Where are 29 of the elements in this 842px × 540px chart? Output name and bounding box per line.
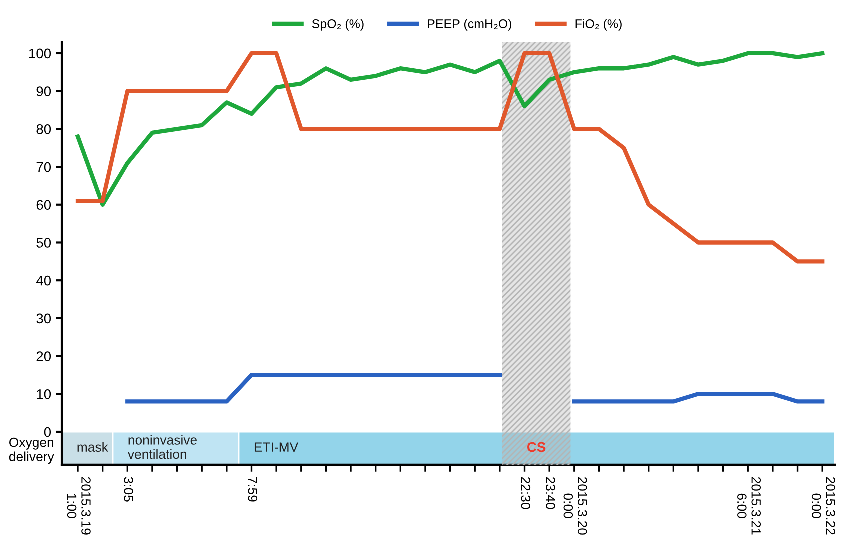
y-tick-label: 0 — [44, 427, 52, 438]
x-tick-label: 22:30 — [521, 477, 531, 510]
series-label: mask — [78, 442, 108, 452]
x-tick-label: 2015.3.19 1:00 — [67, 477, 91, 535]
y-tick-label: 40 — [36, 276, 52, 286]
series-label: ETI-MV — [254, 442, 299, 452]
x-tick-label: 23:40 — [546, 477, 556, 510]
x-tick-label: 2015.3.21 6:00 — [737, 477, 762, 535]
y-tick-label: 90 — [36, 86, 52, 96]
series-label: noninvasive ventilation — [128, 435, 198, 460]
y-tick-label: 80 — [36, 124, 52, 134]
y-tick-label: 50 — [36, 238, 52, 248]
y-tick-label: 30 — [36, 314, 52, 324]
y-tick-label: 10 — [37, 389, 52, 400]
line-series — [76, 51, 825, 207]
x-tick-label: 2015.3.20 0:00 — [564, 477, 588, 535]
x-tick-label: 3:05 — [124, 477, 134, 502]
y-tick-label: 100 — [29, 48, 52, 59]
y-tick-label: 60 — [36, 200, 52, 210]
y-tick-label: 70 — [36, 162, 52, 172]
x-tick-label: 7:59 — [248, 477, 258, 502]
legend-label: PEEP (cmH₂O) — [428, 19, 512, 31]
annotation: CS — [527, 442, 546, 452]
legend-label: SpO₂ (%) — [312, 19, 364, 31]
x-tick-label: 2015.3.22 0:00 — [812, 477, 836, 535]
y-tick-label: 20 — [36, 352, 52, 362]
y-tick-label: Oxygen delivery — [9, 438, 54, 464]
legend-label: FiO₂ (%) — [576, 19, 622, 31]
line-series — [76, 51, 825, 264]
